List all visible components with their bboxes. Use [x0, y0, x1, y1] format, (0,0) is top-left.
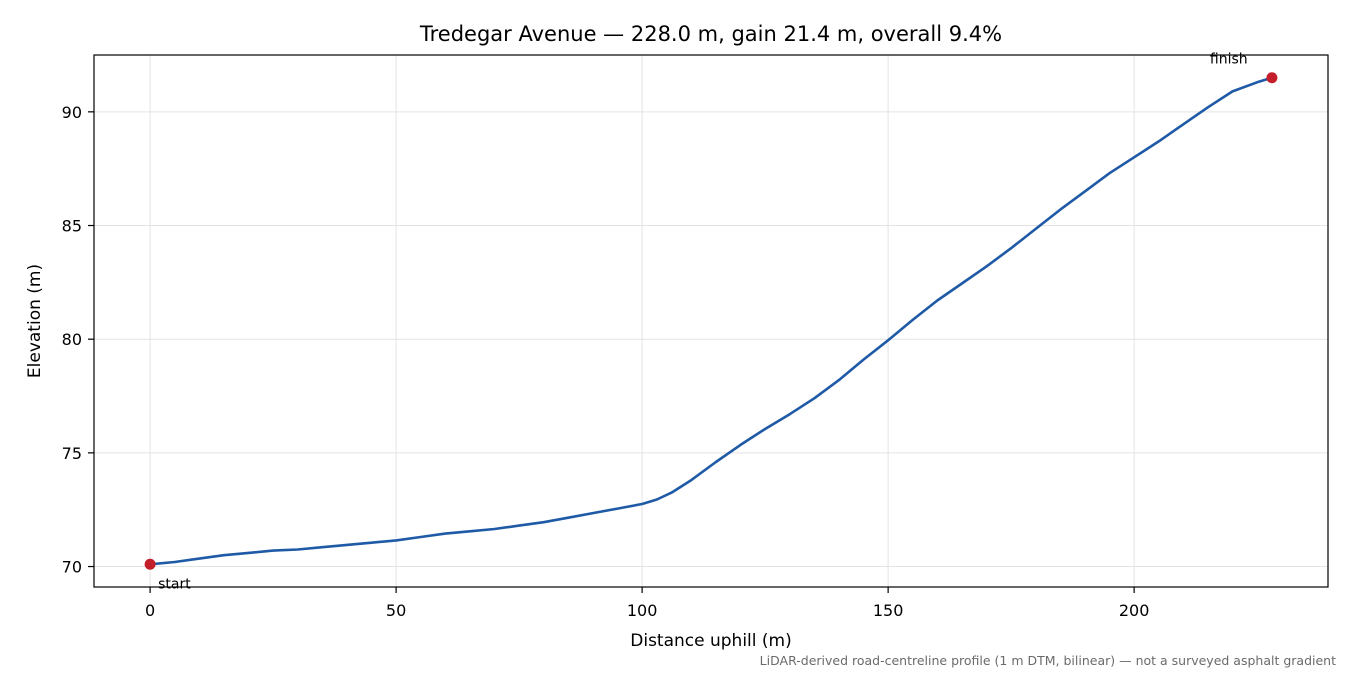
start-label: start: [158, 576, 191, 592]
y-tick-label: 75: [62, 444, 82, 463]
elevation-line: [148, 76, 1274, 566]
y-tick-label: 70: [62, 558, 82, 577]
finish-label: finish: [1210, 52, 1248, 68]
x-tick-label: 0: [145, 601, 155, 620]
start-finish-markers: start finish: [144, 52, 1278, 592]
y-tick-label: 90: [62, 103, 82, 122]
x-tick-label: 50: [386, 601, 406, 620]
start-marker: [144, 558, 156, 570]
x-tick-label: 100: [627, 601, 658, 620]
axis-ticks: 0 50 100 150 200 70 75 80 85 90: [62, 103, 1150, 620]
x-tick-label: 150: [873, 601, 904, 620]
x-axis-label: Distance uphill (m): [630, 631, 791, 651]
y-tick-label: 80: [62, 330, 82, 349]
grid: [94, 55, 1328, 587]
x-tick-label: 200: [1119, 601, 1150, 620]
finish-marker: [1266, 72, 1278, 84]
y-axis-label: Elevation (m): [25, 264, 45, 378]
plot-frame: [93, 54, 1329, 588]
chart-title: Tredegar Avenue — 228.0 m, gain 21.4 m, …: [419, 22, 1002, 46]
footnote: LiDAR-derived road-centreline profile (1…: [760, 653, 1336, 668]
y-tick-label: 85: [62, 217, 82, 236]
